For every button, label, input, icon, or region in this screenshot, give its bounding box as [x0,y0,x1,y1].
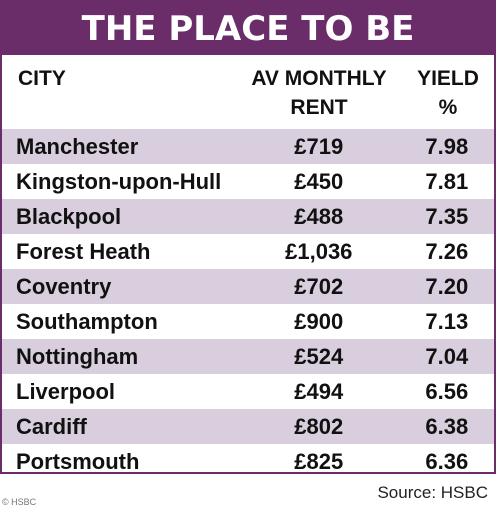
table-row: Nottingham £524 7.04 [2,339,494,374]
city-cell: Manchester [16,133,139,159]
table-row: Blackpool £488 7.35 [2,199,494,234]
yield-cell: 7.98 [425,133,469,159]
header-rent-line1: AV MONTHLY [251,67,387,90]
city-cell: Liverpool [16,378,116,404]
table-row: Manchester £719 7.98 [2,129,494,164]
header-yield-line2: % [438,96,458,119]
table-row: Portsmouth £825 6.36 [2,444,494,479]
rent-cell: £450 [294,168,344,194]
city-cell: Blackpool [16,203,122,229]
city-cell: Coventry [16,273,112,299]
table-row: Forest Heath £1,036 7.26 [2,234,494,269]
yield-cell: 7.04 [425,343,469,369]
yield-cell: 6.56 [425,378,469,404]
source-note: Source: HSBC [377,483,488,502]
yield-cell: 7.20 [425,273,469,299]
rent-cell: £825 [294,448,344,474]
city-cell: Nottingham [16,343,139,369]
header-rent: AV MONTHLY RENT [234,64,404,122]
city-cell: Forest Heath [16,238,151,264]
header-yield-line1: YIELD [417,67,479,90]
table-title: THE PLACE TO BE [2,2,494,55]
rent-cell: £900 [294,308,344,334]
city-cell: Portsmouth [16,448,140,474]
table-body: Manchester £719 7.98 Kingston-upon-Hull … [2,129,494,479]
city-cell: Cardiff [16,413,87,439]
header-rent-line2: RENT [290,96,348,119]
rent-yield-table: THE PLACE TO BE CITY AV MONTHLY RENT YIE… [0,0,496,474]
city-cell: Southampton [16,308,158,334]
rent-cell: £802 [294,413,344,439]
rent-cell: £524 [294,343,344,369]
table-row: Cardiff £802 6.38 [2,409,494,444]
rent-cell: £1,036 [285,238,353,264]
copyright-credit: © HSBC [2,497,37,507]
rent-cell: £494 [294,378,344,404]
rent-cell: £488 [294,203,344,229]
rent-cell: £719 [294,133,344,159]
city-cell: Kingston-upon-Hull [16,168,222,194]
yield-cell: 7.26 [425,238,469,264]
table-row: Coventry £702 7.20 [2,269,494,304]
table-row: Liverpool £494 6.56 [2,374,494,409]
yield-cell: 7.35 [425,203,469,229]
yield-cell: 6.38 [425,413,469,439]
yield-cell: 6.36 [425,448,469,474]
yield-cell: 7.81 [425,168,469,194]
header-city: CITY [18,67,66,90]
rent-cell: £702 [294,273,344,299]
header-yield: YIELD % [406,64,490,122]
table-row: Southampton £900 7.13 [2,304,494,339]
yield-cell: 7.13 [425,308,469,334]
table-row: Kingston-upon-Hull £450 7.81 [2,164,494,199]
